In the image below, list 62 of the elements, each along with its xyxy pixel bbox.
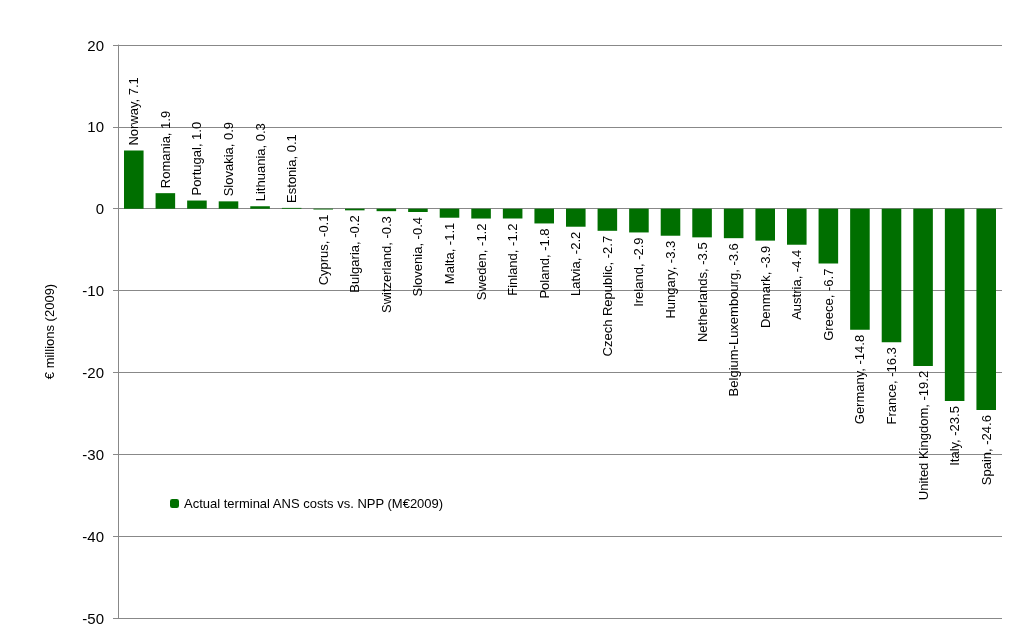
bar <box>218 201 239 209</box>
bar <box>250 206 270 209</box>
bar <box>660 208 681 236</box>
bar <box>850 208 870 330</box>
y-tick-label: -40 <box>82 527 104 545</box>
data-label: Romania, 1.9 <box>157 110 173 189</box>
bar <box>881 208 902 343</box>
data-label: Poland, -1.8 <box>536 228 552 299</box>
bar <box>629 208 649 233</box>
data-label: Latvia, -2.2 <box>568 231 584 297</box>
bar <box>944 208 965 402</box>
data-label: France, -16.3 <box>884 347 899 425</box>
bar <box>534 208 554 224</box>
data-label: Greece, -6.7 <box>820 268 836 341</box>
bar <box>976 208 996 411</box>
bar <box>755 208 775 241</box>
data-label: Slovakia, 0.9 <box>221 121 236 197</box>
y-tick-label: -50 <box>82 609 104 627</box>
data-label: Ireland, -2.9 <box>631 237 647 307</box>
bar <box>692 208 712 238</box>
data-label: Slovenia, -0.4 <box>410 216 426 297</box>
data-label: Germany, -14.8 <box>852 334 868 425</box>
y-tick-label: 0 <box>95 200 104 218</box>
bar <box>502 208 523 219</box>
data-label: Austria, -4.4 <box>789 249 805 320</box>
bar <box>155 193 176 209</box>
data-label: Lithuania, 0.3 <box>252 123 268 202</box>
bar <box>408 208 428 212</box>
data-label: Estonia, 0.1 <box>284 134 300 203</box>
bar <box>187 200 207 209</box>
bar <box>818 208 839 264</box>
data-label: Portugal, 1.0 <box>189 121 205 196</box>
data-label: Cyprus, -0.1 <box>315 214 331 286</box>
bar <box>913 208 933 366</box>
bar <box>566 208 586 227</box>
data-label: Czech Republic, -2.7 <box>599 235 615 357</box>
data-label: Italy, -23.5 <box>947 406 963 466</box>
data-label: Malta, -1.1 <box>442 222 457 285</box>
bar <box>124 150 144 209</box>
y-tick-label: -30 <box>82 445 104 463</box>
data-label: United Kingdom, -19.2 <box>915 370 931 501</box>
y-tick-label: 20 <box>87 36 104 54</box>
y-tick-label: -20 <box>82 363 104 381</box>
bar <box>597 208 618 231</box>
bar <box>471 208 491 219</box>
data-label: Norway, 7.1 <box>126 77 142 146</box>
data-label: Denmark, -3.9 <box>757 245 773 329</box>
data-label: Hungary, -3.3 <box>663 240 678 319</box>
bar <box>439 208 460 218</box>
data-label: Netherlands, -3.5 <box>694 242 710 343</box>
data-label: Belgium-Luxembourg, -3.6 <box>726 243 742 397</box>
data-label: Spain, -24.6 <box>978 415 994 486</box>
bar <box>723 208 744 239</box>
data-label: Sweden, -1.2 <box>473 223 489 301</box>
bar <box>787 208 807 245</box>
data-label: Bulgaria, -0.2 <box>347 215 363 293</box>
legend-label: Actual terminal ANS costs vs. NPP (M€2009) <box>184 496 444 511</box>
y-tick-label: -10 <box>82 282 104 300</box>
data-label: Finland, -1.2 <box>505 223 521 296</box>
data-label: Switzerland, -0.3 <box>378 216 394 313</box>
y-axis-title: € millions (2009) <box>42 283 57 380</box>
y-tick-label: 10 <box>87 118 104 136</box>
